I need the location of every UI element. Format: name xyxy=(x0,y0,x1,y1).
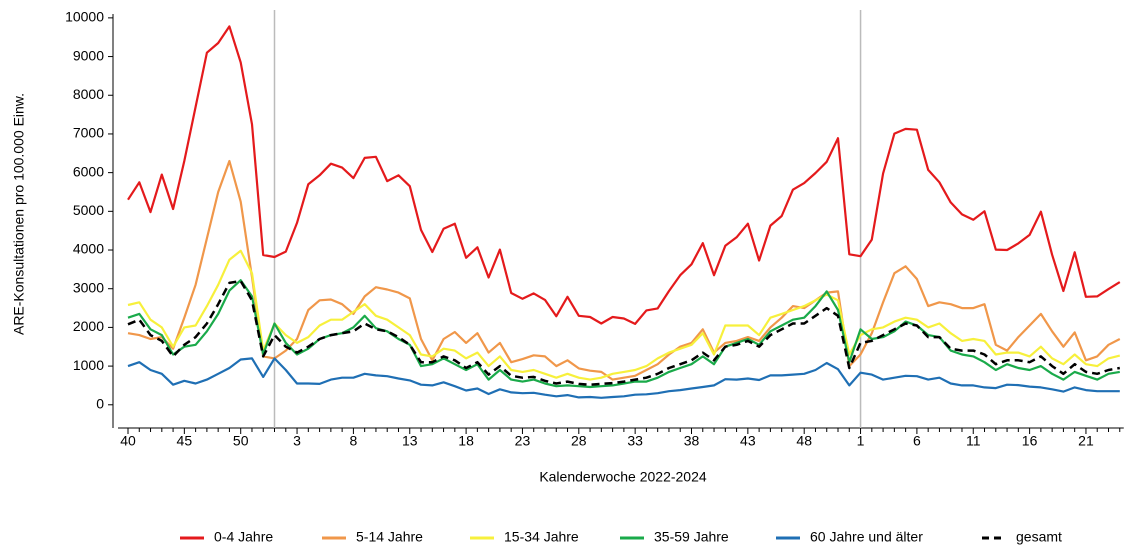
y-tick-label: 5000 xyxy=(73,202,104,218)
y-tick-label: 3000 xyxy=(73,279,104,295)
x-tick-label: 21 xyxy=(1078,433,1094,449)
x-axis-label: Kalenderwoche 2022-2024 xyxy=(539,469,707,485)
y-tick-label: 8000 xyxy=(73,86,104,102)
x-tick-label: 18 xyxy=(458,433,474,449)
legend-label: 15-34 Jahre xyxy=(504,529,579,545)
x-tick-label: 3 xyxy=(293,433,301,449)
x-tick-label: 40 xyxy=(120,433,136,449)
series-line xyxy=(127,279,1120,389)
x-tick-label: 50 xyxy=(233,433,249,449)
x-tick-label: 28 xyxy=(571,433,587,449)
legend-label: 60 Jahre und älter xyxy=(810,529,923,545)
y-tick-label: 6000 xyxy=(73,163,104,179)
y-axis-label: ARE-Konsultationen pro 100.000 Einw. xyxy=(11,93,27,335)
y-tick-label: 9000 xyxy=(73,47,104,63)
y-tick-label: 10000 xyxy=(65,9,104,25)
x-tick-label: 33 xyxy=(627,433,643,449)
legend-label: 5-14 Jahre xyxy=(356,529,423,545)
legend-label: gesamt xyxy=(1016,529,1062,545)
x-tick-label: 1 xyxy=(857,433,865,449)
y-tick-label: 7000 xyxy=(73,125,104,141)
y-tick-label: 0 xyxy=(96,395,104,411)
x-tick-label: 45 xyxy=(177,433,193,449)
y-tick-label: 2000 xyxy=(73,318,104,334)
series-line xyxy=(127,279,1121,386)
x-tick-label: 23 xyxy=(515,433,531,449)
legend-label: 35-59 Jahre xyxy=(654,529,729,545)
x-tick-label: 13 xyxy=(402,433,418,449)
x-tick-label: 48 xyxy=(796,433,812,449)
x-tick-label: 38 xyxy=(684,433,700,449)
y-tick-label: 1000 xyxy=(73,357,104,373)
x-tick-label: 8 xyxy=(350,433,358,449)
x-tick-label: 16 xyxy=(1022,433,1038,449)
legend-label: 0-4 Jahre xyxy=(214,529,273,545)
x-tick-label: 11 xyxy=(966,433,981,449)
series-line xyxy=(127,159,1121,381)
series-line xyxy=(127,25,1121,325)
y-tick-label: 4000 xyxy=(73,241,104,257)
series-line xyxy=(127,357,1120,399)
x-tick-label: 43 xyxy=(740,433,756,449)
series-line xyxy=(127,249,1121,381)
x-tick-label: 6 xyxy=(913,433,921,449)
